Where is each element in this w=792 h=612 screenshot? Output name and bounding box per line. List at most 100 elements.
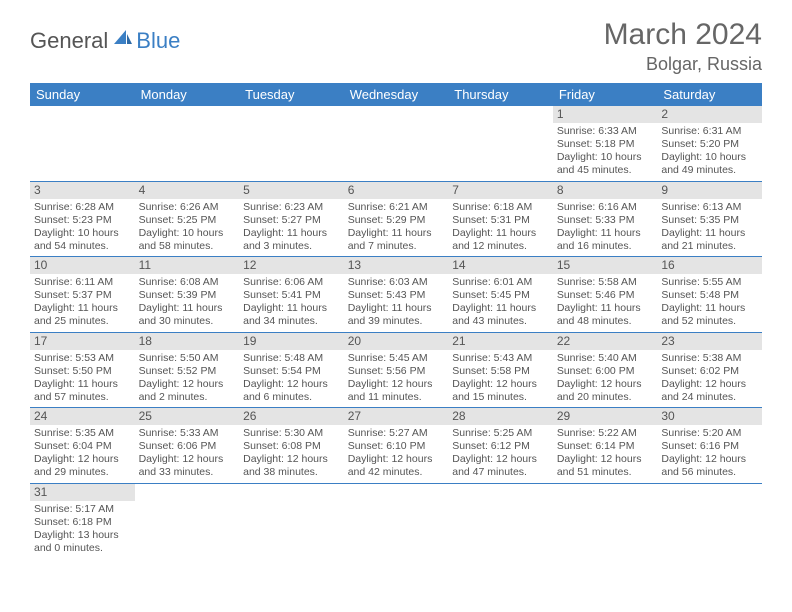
sunset-text: Sunset: 5:46 PM: [557, 289, 654, 302]
day-number: 29: [553, 408, 658, 425]
day-body: Sunrise: 6:23 AMSunset: 5:27 PMDaylight:…: [239, 199, 344, 257]
day-body: Sunrise: 6:13 AMSunset: 5:35 PMDaylight:…: [657, 199, 762, 257]
sunrise-text: Sunrise: 5:58 AM: [557, 276, 654, 289]
title-block: March 2024 Bolgar, Russia: [604, 18, 762, 75]
daylight-text: Daylight: 12 hours and 38 minutes.: [243, 453, 340, 479]
daylight-text: Daylight: 11 hours and 43 minutes.: [452, 302, 549, 328]
calendar-day-cell: [344, 483, 449, 558]
daylight-text: Daylight: 12 hours and 29 minutes.: [34, 453, 131, 479]
daylight-text: Daylight: 11 hours and 57 minutes.: [34, 378, 131, 404]
sunrise-text: Sunrise: 5:30 AM: [243, 427, 340, 440]
daylight-text: Daylight: 13 hours and 0 minutes.: [34, 529, 131, 555]
calendar-day-cell: [553, 483, 658, 558]
day-number: 21: [448, 333, 553, 350]
sunrise-text: Sunrise: 6:28 AM: [34, 201, 131, 214]
calendar-week-row: 31Sunrise: 5:17 AMSunset: 6:18 PMDayligh…: [30, 483, 762, 558]
logo-text-general: General: [30, 28, 108, 54]
day-body: Sunrise: 5:55 AMSunset: 5:48 PMDaylight:…: [657, 274, 762, 332]
day-number: 12: [239, 257, 344, 274]
calendar-day-cell: 3Sunrise: 6:28 AMSunset: 5:23 PMDaylight…: [30, 181, 135, 257]
weekday-header: Thursday: [448, 83, 553, 106]
day-body: Sunrise: 5:43 AMSunset: 5:58 PMDaylight:…: [448, 350, 553, 408]
daylight-text: Daylight: 12 hours and 15 minutes.: [452, 378, 549, 404]
sunrise-text: Sunrise: 5:43 AM: [452, 352, 549, 365]
sunset-text: Sunset: 5:23 PM: [34, 214, 131, 227]
sunrise-text: Sunrise: 6:06 AM: [243, 276, 340, 289]
sunset-text: Sunset: 5:18 PM: [557, 138, 654, 151]
day-number: 13: [344, 257, 449, 274]
weekday-header: Monday: [135, 83, 240, 106]
sunrise-text: Sunrise: 5:53 AM: [34, 352, 131, 365]
sunset-text: Sunset: 5:45 PM: [452, 289, 549, 302]
sunset-text: Sunset: 5:43 PM: [348, 289, 445, 302]
calendar-week-row: 17Sunrise: 5:53 AMSunset: 5:50 PMDayligh…: [30, 332, 762, 408]
calendar-day-cell: [448, 483, 553, 558]
day-body: Sunrise: 6:08 AMSunset: 5:39 PMDaylight:…: [135, 274, 240, 332]
calendar-day-cell: 19Sunrise: 5:48 AMSunset: 5:54 PMDayligh…: [239, 332, 344, 408]
daylight-text: Daylight: 11 hours and 48 minutes.: [557, 302, 654, 328]
day-number: 27: [344, 408, 449, 425]
page-title: March 2024: [604, 18, 762, 52]
daylight-text: Daylight: 11 hours and 39 minutes.: [348, 302, 445, 328]
day-number: 17: [30, 333, 135, 350]
day-number: 7: [448, 182, 553, 199]
day-body: Sunrise: 5:45 AMSunset: 5:56 PMDaylight:…: [344, 350, 449, 408]
daylight-text: Daylight: 12 hours and 47 minutes.: [452, 453, 549, 479]
sunset-text: Sunset: 5:52 PM: [139, 365, 236, 378]
sunrise-text: Sunrise: 6:18 AM: [452, 201, 549, 214]
day-body: Sunrise: 5:50 AMSunset: 5:52 PMDaylight:…: [135, 350, 240, 408]
sunrise-text: Sunrise: 6:26 AM: [139, 201, 236, 214]
day-body: Sunrise: 6:18 AMSunset: 5:31 PMDaylight:…: [448, 199, 553, 257]
calendar-day-cell: 6Sunrise: 6:21 AMSunset: 5:29 PMDaylight…: [344, 181, 449, 257]
calendar-day-cell: 23Sunrise: 5:38 AMSunset: 6:02 PMDayligh…: [657, 332, 762, 408]
daylight-text: Daylight: 11 hours and 3 minutes.: [243, 227, 340, 253]
calendar-week-row: 24Sunrise: 5:35 AMSunset: 6:04 PMDayligh…: [30, 408, 762, 484]
day-body: Sunrise: 5:58 AMSunset: 5:46 PMDaylight:…: [553, 274, 658, 332]
calendar-week-row: 3Sunrise: 6:28 AMSunset: 5:23 PMDaylight…: [30, 181, 762, 257]
calendar-table: Sunday Monday Tuesday Wednesday Thursday…: [30, 83, 762, 558]
calendar-day-cell: 8Sunrise: 6:16 AMSunset: 5:33 PMDaylight…: [553, 181, 658, 257]
calendar-day-cell: 12Sunrise: 6:06 AMSunset: 5:41 PMDayligh…: [239, 257, 344, 333]
day-body: Sunrise: 6:33 AMSunset: 5:18 PMDaylight:…: [553, 123, 658, 181]
calendar-day-cell: [239, 483, 344, 558]
daylight-text: Daylight: 12 hours and 24 minutes.: [661, 378, 758, 404]
logo-sail-icon: [112, 28, 134, 51]
sunrise-text: Sunrise: 5:38 AM: [661, 352, 758, 365]
daylight-text: Daylight: 12 hours and 20 minutes.: [557, 378, 654, 404]
calendar-day-cell: [448, 106, 553, 181]
weekday-header: Tuesday: [239, 83, 344, 106]
day-number: 28: [448, 408, 553, 425]
calendar-day-cell: 17Sunrise: 5:53 AMSunset: 5:50 PMDayligh…: [30, 332, 135, 408]
calendar-day-cell: 31Sunrise: 5:17 AMSunset: 6:18 PMDayligh…: [30, 483, 135, 558]
day-body: Sunrise: 5:20 AMSunset: 6:16 PMDaylight:…: [657, 425, 762, 483]
day-body: Sunrise: 5:17 AMSunset: 6:18 PMDaylight:…: [30, 501, 135, 559]
sunset-text: Sunset: 6:10 PM: [348, 440, 445, 453]
sunset-text: Sunset: 5:54 PM: [243, 365, 340, 378]
sunset-text: Sunset: 6:14 PM: [557, 440, 654, 453]
day-number: 4: [135, 182, 240, 199]
day-body: Sunrise: 6:31 AMSunset: 5:20 PMDaylight:…: [657, 123, 762, 181]
sunrise-text: Sunrise: 6:03 AM: [348, 276, 445, 289]
calendar-day-cell: 11Sunrise: 6:08 AMSunset: 5:39 PMDayligh…: [135, 257, 240, 333]
sunset-text: Sunset: 6:02 PM: [661, 365, 758, 378]
day-number: 9: [657, 182, 762, 199]
daylight-text: Daylight: 10 hours and 54 minutes.: [34, 227, 131, 253]
daylight-text: Daylight: 11 hours and 25 minutes.: [34, 302, 131, 328]
sunrise-text: Sunrise: 6:13 AM: [661, 201, 758, 214]
sunrise-text: Sunrise: 5:20 AM: [661, 427, 758, 440]
calendar-day-cell: 25Sunrise: 5:33 AMSunset: 6:06 PMDayligh…: [135, 408, 240, 484]
sunset-text: Sunset: 5:31 PM: [452, 214, 549, 227]
sunset-text: Sunset: 5:33 PM: [557, 214, 654, 227]
calendar-day-cell: 29Sunrise: 5:22 AMSunset: 6:14 PMDayligh…: [553, 408, 658, 484]
sunset-text: Sunset: 5:35 PM: [661, 214, 758, 227]
day-body: Sunrise: 5:38 AMSunset: 6:02 PMDaylight:…: [657, 350, 762, 408]
day-number: 23: [657, 333, 762, 350]
sunset-text: Sunset: 6:08 PM: [243, 440, 340, 453]
daylight-text: Daylight: 12 hours and 6 minutes.: [243, 378, 340, 404]
day-number: 24: [30, 408, 135, 425]
day-body: Sunrise: 6:28 AMSunset: 5:23 PMDaylight:…: [30, 199, 135, 257]
sunrise-text: Sunrise: 6:16 AM: [557, 201, 654, 214]
logo-text-blue: Blue: [136, 28, 180, 54]
calendar-day-cell: 30Sunrise: 5:20 AMSunset: 6:16 PMDayligh…: [657, 408, 762, 484]
daylight-text: Daylight: 12 hours and 2 minutes.: [139, 378, 236, 404]
